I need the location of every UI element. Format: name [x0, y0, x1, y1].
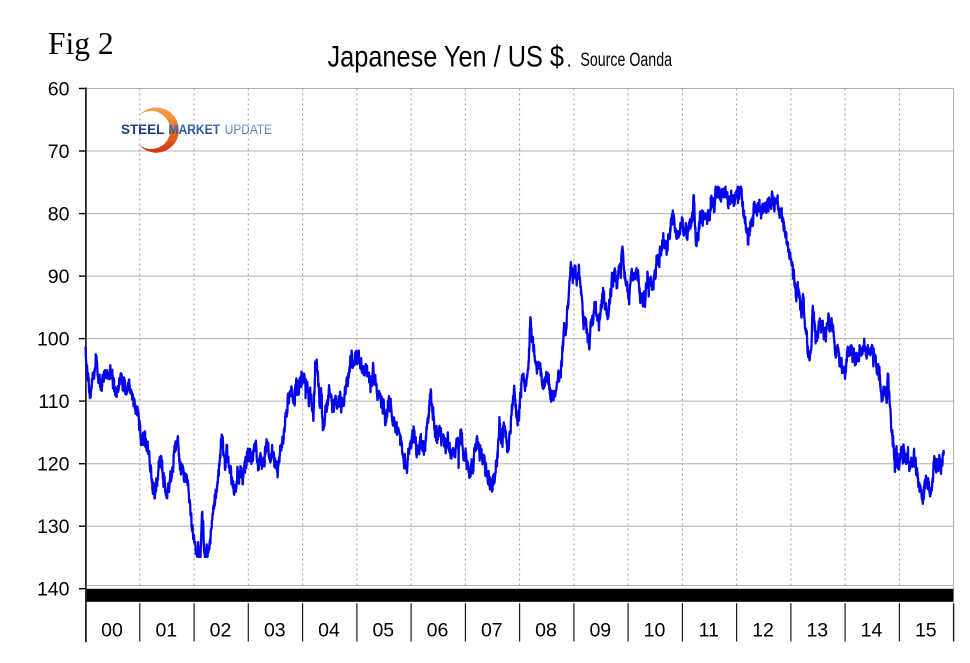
- svg-text:05: 05: [372, 620, 394, 642]
- svg-text:90: 90: [48, 266, 70, 288]
- svg-text:13: 13: [806, 620, 828, 642]
- svg-text:03: 03: [264, 620, 286, 642]
- svg-text:15: 15: [915, 620, 937, 642]
- svg-text:10: 10: [644, 620, 666, 642]
- svg-text:Japanese Yen / US $: Japanese Yen / US $: [328, 40, 565, 73]
- svg-text:07: 07: [481, 620, 503, 642]
- svg-text:08: 08: [535, 620, 557, 642]
- svg-text:Source Oanda: Source Oanda: [580, 50, 672, 71]
- svg-text:01: 01: [155, 620, 177, 642]
- svg-text:60: 60: [48, 78, 70, 100]
- svg-text:12: 12: [752, 620, 774, 642]
- svg-text:140: 140: [37, 579, 70, 601]
- svg-text:MARKET: MARKET: [168, 121, 220, 137]
- svg-text:70: 70: [48, 141, 70, 163]
- svg-text:UPDATE: UPDATE: [225, 121, 272, 137]
- svg-text:STEEL: STEEL: [121, 121, 165, 137]
- svg-text:14: 14: [861, 620, 883, 642]
- svg-text:80: 80: [48, 203, 70, 225]
- svg-text:04: 04: [318, 620, 340, 642]
- svg-text:09: 09: [589, 620, 611, 642]
- svg-text:.: .: [567, 50, 572, 71]
- svg-text:11: 11: [699, 620, 719, 642]
- svg-text:120: 120: [37, 454, 70, 476]
- svg-text:02: 02: [210, 620, 232, 642]
- svg-text:Fig 2: Fig 2: [48, 26, 114, 61]
- svg-text:110: 110: [38, 391, 69, 413]
- svg-text:00: 00: [101, 620, 123, 642]
- svg-text:06: 06: [427, 620, 449, 642]
- svg-text:100: 100: [37, 328, 70, 350]
- svg-text:130: 130: [37, 516, 70, 538]
